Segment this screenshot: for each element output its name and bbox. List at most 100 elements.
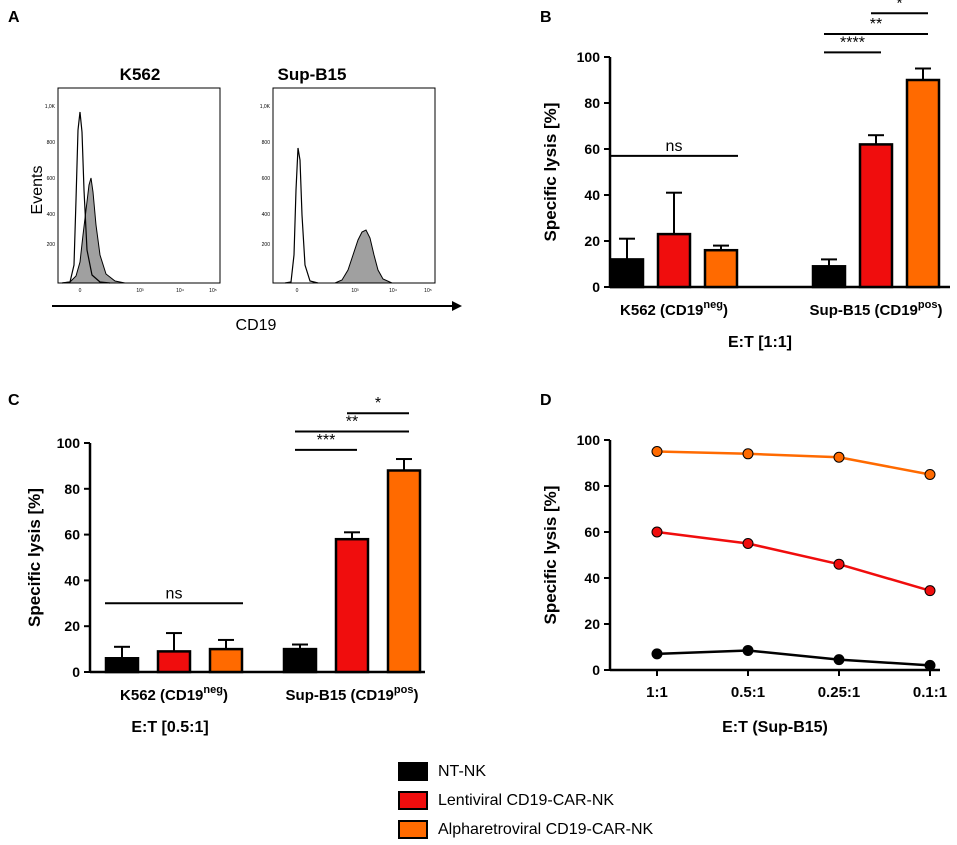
panel-c-y-tick-label: 80 [64, 481, 80, 497]
panel-d-y-tick-label: 80 [584, 478, 600, 494]
panel-b-bar [703, 248, 739, 289]
legend-swatch [398, 820, 428, 839]
panel-a-letter: A [8, 9, 20, 26]
panel-d-x-tick-label: 0.5:1 [731, 684, 765, 701]
panel-d-data-point [651, 526, 663, 538]
panel-c-significance-label: * [375, 395, 381, 412]
panel-b-bar [858, 143, 894, 289]
panel-c-bar [386, 469, 422, 674]
histogram-supb15-xtick: 10⁴ [389, 288, 397, 294]
panel-c-y-tick-label: 0 [72, 664, 80, 680]
panel-d-data-point [924, 659, 936, 671]
panel-b-y-tick-label: 0 [592, 279, 600, 295]
panel-b-chart: 0 20 40 60 80 100 Specific lysis [%] K562 (CD19… [541, 0, 950, 351]
histogram-supb15-control [284, 147, 319, 284]
panel-c-y-tick-label: 100 [57, 435, 81, 451]
panel-c-bar [104, 657, 140, 674]
panel-d-data-point [651, 446, 663, 457]
panel-a-ylabel: Events [29, 166, 46, 215]
panel-b-y-tick-label: 20 [584, 233, 600, 249]
panel-d-data-point [833, 451, 845, 463]
panel-d-y-tick-label: 100 [577, 432, 601, 448]
histogram-k562-stained [61, 177, 126, 284]
panel-d-x-axis-title: E:T (Sup-B15) [722, 719, 828, 736]
panel-b-significance-label: * [896, 0, 902, 12]
panel-d-x-tick-label: 1:1 [646, 684, 668, 701]
panel-c-bar [282, 647, 318, 674]
panel-b-x-axis-title: E:T [1:1] [728, 334, 792, 351]
legend: NT-NK Lentiviral CD19-CAR-NK Alpharetrov… [398, 758, 653, 845]
histogram-supb15-stained [334, 229, 393, 284]
legend-label: NT-NK [438, 762, 486, 780]
panel-d-x-tick-label: 0.1:1 [913, 684, 947, 701]
legend-swatch [398, 762, 428, 781]
histogram-title-k562: K562 [120, 65, 161, 84]
histogram-supb15-xtick: 0 [296, 288, 299, 294]
panel-c-bar [156, 650, 192, 674]
panel-a-xlabel: CD19 [236, 317, 277, 334]
panel-d-x-tick-label: 0.25:1 [818, 684, 861, 701]
panel-d-letter: D [540, 392, 552, 409]
legend-label: Lentiviral CD19-CAR-NK [438, 791, 615, 809]
panel-a-axis-arrow-icon [452, 301, 462, 311]
panel-a: A K562 Sup-B15 Events CD19 1,0K 800 600 … [8, 9, 462, 334]
histogram-k562-ytick: 1,0K [45, 104, 56, 110]
panel-c-y-tick-label: 20 [64, 618, 80, 634]
panel-d-y-axis-title: Specific lysis [%] [541, 486, 560, 625]
histogram-k562-control [61, 111, 111, 284]
panel-c-chart: 0 20 40 60 80 100 Specific lysis [%] K562 (CD19… [25, 395, 425, 736]
legend-swatch [398, 791, 428, 810]
histogram-k562-frame [57, 87, 221, 284]
histogram-k562-xtick: 10⁴ [176, 288, 184, 294]
panel-b-y-tick-label: 60 [584, 141, 600, 157]
histogram-supb15-xtick: 10⁵ [424, 288, 432, 294]
panel-d-series-line [656, 649, 931, 667]
histogram-k562: 1,0K 800 600 400 200 0 10³ 10⁴ 10⁵ [45, 87, 221, 294]
panel-d-y-tick-label: 0 [592, 662, 600, 678]
panel-d-data-point [924, 585, 936, 597]
panel-c-significance-label: *** [317, 432, 336, 449]
histogram-k562-ytick: 400 [47, 212, 56, 218]
panel-b-letter: B [540, 9, 552, 26]
histogram-supb15-ytick: 200 [262, 242, 271, 248]
histogram-k562-xtick: 10³ [136, 288, 144, 294]
panel-d-series-line [656, 450, 931, 476]
panel-d-data-point [742, 644, 754, 656]
legend-item-lentiviral: Lentiviral CD19-CAR-NK [398, 787, 653, 814]
panel-b-y-tick-label: 100 [577, 49, 601, 65]
histogram-supb15: 1,0K 800 600 400 200 0 10³ 10⁴ 10⁵ [260, 87, 436, 294]
panel-c-bar [334, 537, 370, 674]
panel-c-letter: C [8, 392, 20, 409]
legend-item-alpharetroviral: Alpharetroviral CD19-CAR-NK [398, 816, 653, 843]
panel-b-x-tick-label: Sup-B15 (CD19pos) [810, 299, 943, 319]
panel-c-x-tick-label: Sup-B15 (CD19pos) [286, 684, 419, 704]
panel-d-y-tick-label: 20 [584, 616, 600, 632]
panel-c-x-tick-label: K562 (CD19neg) [120, 684, 228, 704]
panel-d-data-point [833, 558, 845, 570]
panel-b-bar [811, 265, 847, 289]
panel-c-significance-label: ns [166, 585, 183, 602]
panel-c-y-tick-label: 60 [64, 527, 80, 543]
panel-d-data-point [924, 469, 936, 480]
panel-d-y-tick-label: 60 [584, 524, 600, 540]
panel-b-bar [905, 78, 941, 289]
panel-c-bar [208, 647, 244, 674]
histogram-title-supb15: Sup-B15 [278, 65, 347, 84]
panel-c-x-axis-title: E:T [0.5:1] [131, 719, 208, 736]
panel-d-data-point [651, 648, 663, 660]
legend-item-nt-nk: NT-NK [398, 758, 653, 785]
panel-d-y-tick-label: 40 [584, 570, 600, 586]
histogram-supb15-ytick: 800 [262, 140, 271, 146]
panel-b-significance-label: ns [666, 138, 683, 155]
histogram-k562-ytick: 600 [47, 176, 56, 182]
histogram-supb15-xtick: 10³ [351, 288, 359, 294]
panel-d-data-point [742, 448, 754, 460]
panel-b-y-axis-title: Specific lysis [%] [541, 103, 560, 242]
legend-label: Alpharetroviral CD19-CAR-NK [438, 820, 654, 838]
panel-d-data-point [742, 538, 754, 549]
panel-b-bar [609, 258, 645, 289]
histogram-k562-xtick: 0 [79, 288, 82, 294]
histogram-supb15-ytick: 1,0K [260, 104, 271, 110]
figure: A K562 Sup-B15 Events CD19 1,0K 800 600 … [8, 0, 950, 736]
panel-b-significance-label: **** [840, 34, 865, 51]
